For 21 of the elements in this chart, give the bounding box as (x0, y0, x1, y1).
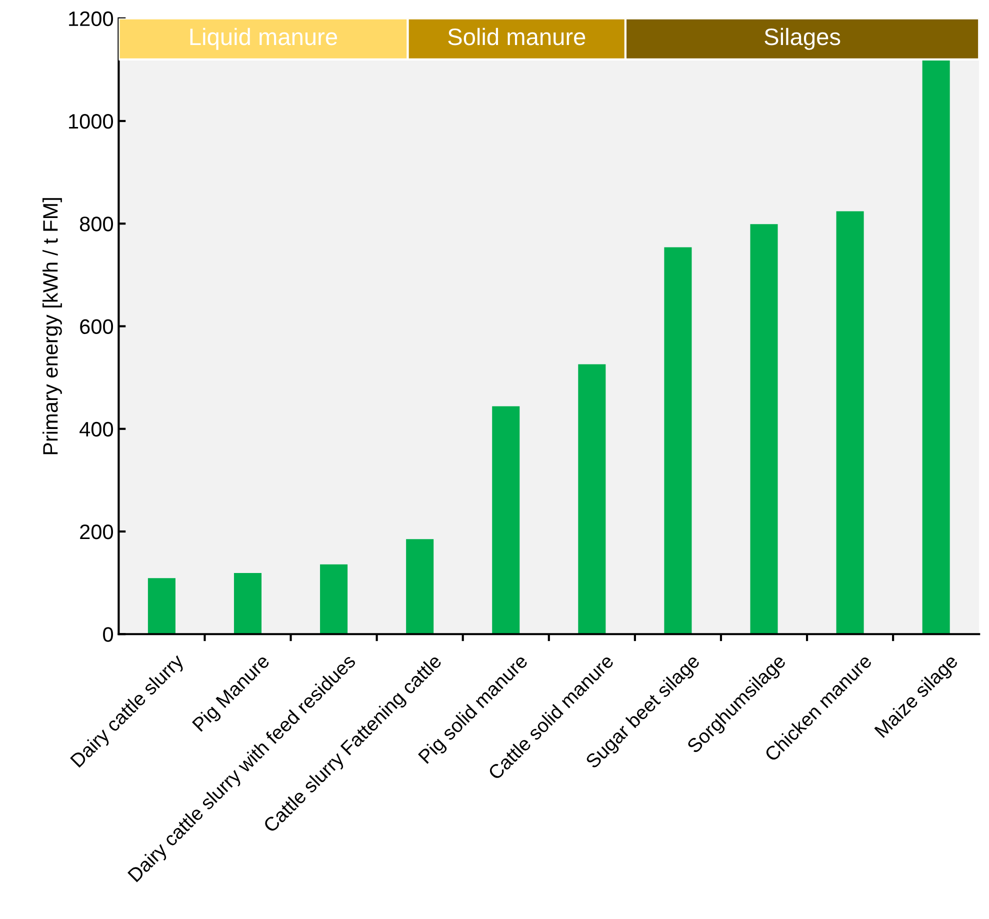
y-tick-label: 0 (103, 627, 114, 642)
y-tick-label: 1000 (69, 114, 114, 129)
bar (234, 573, 262, 634)
bar (750, 224, 778, 634)
y-tick-label: 800 (80, 216, 114, 232)
annotation: Solid manure (448, 28, 586, 46)
bar (578, 364, 606, 634)
annotation: Silages (764, 28, 840, 50)
y-tick-label: 200 (80, 524, 114, 540)
bar (492, 406, 520, 634)
y-tick-label: 600 (80, 319, 114, 334)
bar (406, 539, 434, 634)
bar (664, 247, 692, 634)
annotation: Liquid manure (190, 28, 338, 50)
y-tick-label: 400 (80, 422, 114, 437)
bar (922, 59, 950, 634)
bar (148, 578, 176, 634)
y-tick-label: 1200 (69, 11, 114, 26)
bar (320, 564, 348, 634)
bar (836, 211, 864, 634)
y-axis-title: Primary energy [kWh / t FM] (42, 198, 62, 454)
